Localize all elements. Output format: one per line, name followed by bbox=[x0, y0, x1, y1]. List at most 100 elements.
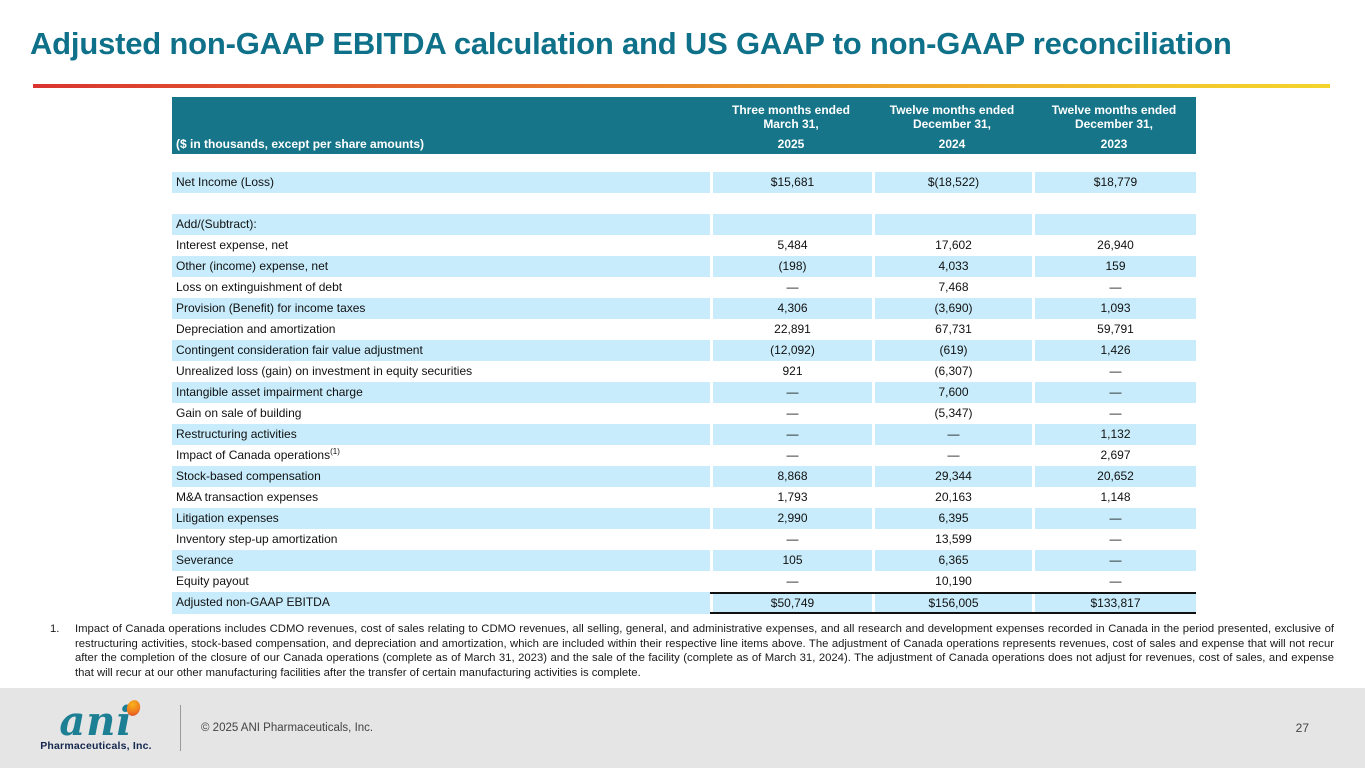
table-row: Severance 105 6,365— bbox=[172, 550, 1196, 571]
footnote-reference: (1) bbox=[330, 447, 340, 456]
reconciliation-table: ($ in thousands, except per share amount… bbox=[172, 97, 1196, 614]
table-body: Net Income (Loss) $15,681 $(18,522) $18,779… bbox=[172, 154, 1196, 614]
row-value: — bbox=[1032, 403, 1196, 424]
row-values: 2,990 6,395— bbox=[710, 508, 1196, 529]
row-value: — bbox=[710, 277, 872, 298]
table-spacer-row bbox=[172, 193, 1196, 214]
row-value: (5,347) bbox=[872, 403, 1032, 424]
row-value: $133,817 bbox=[1032, 594, 1196, 612]
row-value bbox=[710, 193, 872, 214]
row-value: $50,749 bbox=[710, 594, 872, 612]
row-value: 22,891 bbox=[710, 319, 872, 340]
row-values: 1,793 20,163 1,148 bbox=[710, 487, 1196, 508]
footer-bar: ani Pharmaceuticals, Inc. © 2025 ANI Pha… bbox=[0, 688, 1365, 768]
row-value bbox=[1032, 214, 1196, 235]
row-value: 7,468 bbox=[872, 277, 1032, 298]
row-values bbox=[710, 214, 1196, 235]
row-value: — bbox=[710, 403, 872, 424]
date-label: March 31, bbox=[763, 117, 819, 131]
row-value: 4,033 bbox=[872, 256, 1032, 277]
year-label: 2023 bbox=[1100, 137, 1128, 151]
row-value: 1,093 bbox=[1032, 298, 1196, 319]
row-label: Gain on sale of building bbox=[176, 406, 302, 420]
table-row: Restructuring activities — —1,132 bbox=[172, 424, 1196, 445]
row-label: Litigation expenses bbox=[172, 508, 710, 529]
row-label: Contingent consideration fair value adju… bbox=[172, 340, 710, 361]
row-label: Restructuring activities bbox=[172, 424, 710, 445]
column-header-2024: Twelve months ended December 31, 2024 bbox=[872, 97, 1032, 154]
row-values: 921 (6,307) — bbox=[710, 361, 1196, 382]
date-label: December 31, bbox=[1074, 117, 1154, 131]
table-row: Gain on sale of building — (5,347) — bbox=[172, 403, 1196, 424]
ani-logo: ani Pharmaceuticals, Inc. bbox=[36, 698, 156, 752]
row-value: 59,791 bbox=[1032, 319, 1196, 340]
row-value: — bbox=[872, 424, 1032, 445]
row-value: 159 bbox=[1032, 256, 1196, 277]
row-label: Unrealized loss (gain) on investment in … bbox=[176, 364, 473, 378]
table-row: Litigation expenses 2,990 6,395— bbox=[172, 508, 1196, 529]
table-row: Interest expense, net 5,484 17,602 26,940 bbox=[172, 235, 1196, 256]
table-row: Equity payout —10,190— bbox=[172, 571, 1196, 592]
row-value: (619) bbox=[872, 340, 1032, 361]
footer-divider bbox=[180, 705, 181, 751]
row-value: — bbox=[1032, 508, 1196, 529]
row-value bbox=[1032, 193, 1196, 214]
row-value: — bbox=[710, 571, 872, 592]
table-row: Net Income (Loss) $15,681 $(18,522) $18,779 bbox=[172, 172, 1196, 193]
row-label: M&A transaction expenses bbox=[176, 490, 319, 504]
row-value: — bbox=[1032, 550, 1196, 571]
footnote-number: 1. bbox=[50, 623, 60, 635]
row-value: 67,731 bbox=[872, 319, 1032, 340]
row-values: $50,749 $156,005 $133,817 bbox=[710, 592, 1196, 614]
row-value: — bbox=[1032, 361, 1196, 382]
table-row: Impact of Canada operations(1) — —2,697 bbox=[172, 445, 1196, 466]
row-label: Add/(Subtract): bbox=[172, 214, 710, 235]
row-value: — bbox=[1032, 277, 1196, 298]
row-value: (6,307) bbox=[872, 361, 1032, 382]
copyright-text: © 2025 ANI Pharmaceuticals, Inc. bbox=[201, 722, 374, 734]
table-row: Contingent consideration fair value adju… bbox=[172, 340, 1196, 361]
footnote: 1. Impact of Canada operations includes … bbox=[50, 622, 1334, 680]
page-number: 27 bbox=[1295, 721, 1309, 735]
table-header: ($ in thousands, except per share amount… bbox=[172, 97, 1196, 154]
row-label: Interest expense, net bbox=[176, 238, 289, 252]
table-row: Stock-based compensation 8,868 29,344 20,65… bbox=[172, 466, 1196, 487]
row-value: — bbox=[1032, 382, 1196, 403]
row-label: Depreciation and amortization bbox=[176, 322, 336, 336]
row-values: 5,484 17,602 26,940 bbox=[710, 235, 1196, 256]
row-value: 4,306 bbox=[710, 298, 872, 319]
row-values: 22,891 67,731 59,791 bbox=[710, 319, 1196, 340]
row-label: Impact of Canada operations(1) bbox=[176, 447, 340, 463]
row-value: $(18,522) bbox=[872, 172, 1032, 193]
row-value: 2,697 bbox=[1032, 445, 1196, 466]
footnote-text: Impact of Canada operations includes CDM… bbox=[75, 623, 1334, 679]
row-value: 17,602 bbox=[872, 235, 1032, 256]
row-values: 105 6,365— bbox=[710, 550, 1196, 571]
year-label: 2025 bbox=[777, 137, 805, 151]
row-value bbox=[710, 214, 872, 235]
row-values: —7,600— bbox=[710, 382, 1196, 403]
row-value: — bbox=[1032, 571, 1196, 592]
row-values: — —1,132 bbox=[710, 424, 1196, 445]
row-value: 20,652 bbox=[1032, 466, 1196, 487]
row-value: 10,190 bbox=[872, 571, 1032, 592]
period-label: Three months ended bbox=[731, 103, 850, 117]
row-value: 6,395 bbox=[872, 508, 1032, 529]
row-value: — bbox=[710, 424, 872, 445]
ani-logo-subtitle: Pharmaceuticals, Inc. bbox=[40, 740, 152, 752]
row-value: 7,600 bbox=[872, 382, 1032, 403]
row-value: $18,779 bbox=[1032, 172, 1196, 193]
row-values: —13,599— bbox=[710, 529, 1196, 550]
page-title: Adjusted non-GAAP EBITDA calculation and… bbox=[30, 26, 1232, 61]
row-label bbox=[172, 193, 710, 214]
row-value: — bbox=[710, 529, 872, 550]
row-value: 29,344 bbox=[872, 466, 1032, 487]
row-value: 6,365 bbox=[872, 550, 1032, 571]
table-total-row: Adjusted non-GAAP EBITDA $50,749 $156,005 $… bbox=[172, 592, 1196, 614]
row-values: $15,681 $(18,522) $18,779 bbox=[710, 172, 1196, 193]
row-value: 5,484 bbox=[710, 235, 872, 256]
row-values: —7,468— bbox=[710, 277, 1196, 298]
accent-gradient-rule bbox=[33, 84, 1330, 88]
row-value: 1,148 bbox=[1032, 487, 1196, 508]
